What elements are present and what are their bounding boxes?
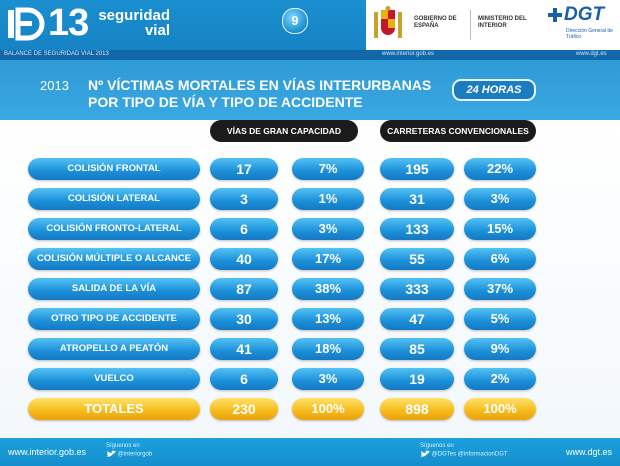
row-label: VUELCO — [28, 368, 200, 390]
dgt-wordmark: DGT — [564, 4, 605, 25]
convencionales-count: 195 — [380, 158, 454, 180]
row-label: COLISIÓN MÚLTIPLE O ALCANCE — [28, 248, 200, 270]
convencionales-count: 31 — [380, 188, 454, 210]
twitter-handles: @DGTes @informacionDGT — [431, 451, 508, 458]
convencionales-count: 333 — [380, 278, 454, 300]
gran-capacidad-percent: 3% — [292, 218, 364, 240]
header-subbar: BALANCE DE SEGURIDAD VIAL 2013 www.inter… — [0, 50, 620, 60]
convencionales-percent: 3% — [464, 188, 536, 210]
row-label: COLISIÓN FRONTAL — [28, 158, 200, 180]
follow-label: Síguenos en — [420, 443, 454, 449]
title-line-2: POR TIPO DE VÍA Y TIPO DE ACCIDENTE — [88, 94, 363, 110]
footer-interior-url[interactable]: www.interior.gob.es — [8, 447, 87, 457]
seguridad-vial-logo-icon — [8, 7, 45, 41]
convencionales-percent: 5% — [464, 308, 536, 330]
row-label: SALIDA DE LA VÍA — [28, 278, 200, 300]
gran-capacidad-count: 40 — [210, 248, 278, 270]
government-label: GOBIERNO DE ESPAÑA — [414, 16, 457, 29]
gran-capacidad-percent: 7% — [292, 158, 364, 180]
logo-text-line2: vial — [144, 22, 170, 39]
convencionales-percent: 37% — [464, 278, 536, 300]
gran-capacidad-count: 6 — [210, 368, 278, 390]
gran-capacidad-count: 17 — [210, 158, 278, 180]
convencionales-percent: 2% — [464, 368, 536, 390]
dgt-logo-box: DGT Dirección General de Tráfico — [542, 0, 620, 50]
gran-capacidad-percent: 3% — [292, 368, 364, 390]
totals-gran-capacidad-count: 230 — [210, 398, 278, 420]
government-logo-box: GOBIERNO DE ESPAÑA MINISTERIO DEL INTERI… — [366, 0, 542, 50]
interior-url[interactable]: www.interior.gob.es — [382, 51, 435, 57]
row-label: COLISIÓN FRONTO-LATERAL — [28, 218, 200, 240]
gran-capacidad-count: 3 — [210, 188, 278, 210]
convencionales-percent: 22% — [464, 158, 536, 180]
spain-coat-of-arms-icon — [374, 6, 402, 38]
title-line-1: Nº VÍCTIMAS MORTALES EN VÍAS INTERURBANA… — [88, 77, 432, 93]
column-header-convencionales: CARRETERAS CONVENCIONALES — [380, 120, 536, 142]
logo-number: 13 — [48, 2, 89, 44]
gran-capacidad-count: 41 — [210, 338, 278, 360]
row-label: ATROPELLO A PEATÓN — [28, 338, 200, 360]
header-bar: 13 seguridad vial 9 GOBIERNO DE ESPAÑA M… — [0, 0, 620, 52]
convencionales-count: 85 — [380, 338, 454, 360]
gran-capacidad-count: 6 — [210, 218, 278, 240]
row-label: OTRO TIPO DE ACCIDENTE — [28, 308, 200, 330]
logo-text-line1: seguridad — [98, 7, 170, 24]
gran-capacidad-percent: 38% — [292, 278, 364, 300]
twitter-follow-1[interactable]: Síguenos en @interiorgob — [106, 442, 152, 459]
totals-row-label: TOTALES — [28, 398, 200, 420]
footer-dgt-url[interactable]: www.dgt.es — [565, 447, 612, 457]
gran-capacidad-percent: 1% — [292, 188, 364, 210]
row-label: COLISIÓN LATERAL — [28, 188, 200, 210]
twitter-bird-icon — [420, 450, 430, 457]
dgt-url[interactable]: www.dgt.es — [576, 51, 607, 57]
gran-capacidad-percent: 17% — [292, 248, 364, 270]
gran-capacidad-percent: 18% — [292, 338, 364, 360]
convencionales-count: 19 — [380, 368, 454, 390]
logo-text: seguridad vial — [98, 8, 170, 38]
gran-capacidad-count: 87 — [210, 278, 278, 300]
title-area: 2013 Nº VÍCTIMAS MORTALES EN VÍAS INTERU… — [0, 60, 620, 120]
twitter-follow-2[interactable]: Síguenos en @DGTes @informacionDGT — [420, 442, 508, 459]
convencionales-count: 55 — [380, 248, 454, 270]
follow-label: Síguenos en — [106, 443, 140, 449]
totals-convencionales-count: 898 — [380, 398, 454, 420]
year-label: 2013 — [40, 78, 69, 93]
gran-capacidad-count: 30 — [210, 308, 278, 330]
totals-gran-capacidad-percent: 100% — [292, 398, 364, 420]
report-label: BALANCE DE SEGURIDAD VIAL 2013 — [4, 51, 109, 57]
totals-convencionales-percent: 100% — [464, 398, 536, 420]
column-header-gran-capacidad: VÍAS DE GRAN CAPACIDAD — [210, 120, 358, 142]
statistics-table: VÍAS DE GRAN CAPACIDAD CARRETERAS CONVEN… — [0, 120, 620, 438]
page-number-badge: 9 — [282, 8, 308, 34]
convencionales-count: 47 — [380, 308, 454, 330]
footer-bar: www.interior.gob.es Síguenos en @interio… — [0, 438, 620, 466]
convencionales-percent: 6% — [464, 248, 536, 270]
convencionales-percent: 15% — [464, 218, 536, 240]
twitter-handle: @interiorgob — [117, 451, 153, 458]
24-hours-badge: 24 HORAS — [452, 79, 536, 101]
dgt-subtitle: Dirección General de Tráfico — [566, 28, 613, 40]
divider — [470, 10, 471, 40]
convencionales-percent: 9% — [464, 338, 536, 360]
twitter-bird-icon — [106, 450, 116, 457]
ministry-label: MINISTERIO DEL INTERIOR — [478, 16, 527, 29]
dgt-mark-icon — [548, 8, 562, 22]
convencionales-count: 133 — [380, 218, 454, 240]
gran-capacidad-percent: 13% — [292, 308, 364, 330]
